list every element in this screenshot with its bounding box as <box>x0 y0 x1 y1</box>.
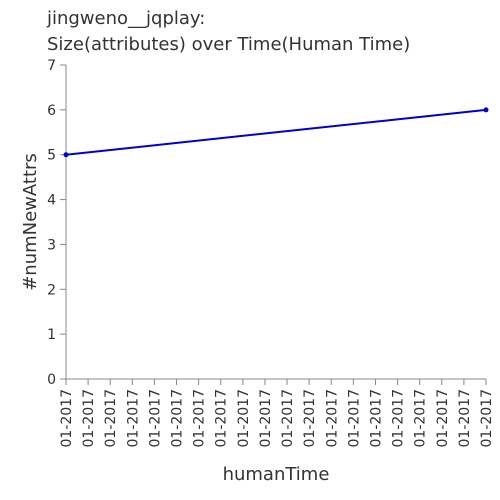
y-tick-label: 5 <box>47 148 56 164</box>
x-tick-label: 01-2017 <box>236 389 252 448</box>
y-tick-label: 1 <box>47 327 56 343</box>
x-tick-label: 01-2017 <box>479 389 495 448</box>
y-tick-label: 7 <box>47 58 56 74</box>
x-tick-label: 01-2017 <box>457 389 473 448</box>
chart-title-line-1: jingweno__jqplay: <box>46 8 205 29</box>
series-layer <box>63 107 489 158</box>
x-tick-label: 01-2017 <box>302 389 318 448</box>
x-tick-label: 01-2017 <box>103 389 119 448</box>
chart-title-line-2: Size(attributes) over Time(Human Time) <box>47 34 410 55</box>
y-axis: 0 1 2 3 4 5 6 7 <box>47 58 67 388</box>
x-tick-label: 01-2017 <box>192 389 208 448</box>
data-point <box>63 152 69 158</box>
x-tick-label: 01-2017 <box>413 389 429 448</box>
x-tick-label: 01-2017 <box>346 389 362 448</box>
x-tick-label: 01-2017 <box>280 389 296 448</box>
x-tick-label: 01-2017 <box>147 389 163 448</box>
series-line <box>65 108 487 156</box>
y-axis-label: #numNewAttrs <box>20 153 41 291</box>
y-tick-label: 4 <box>47 193 56 209</box>
x-tick-label: 01-2017 <box>125 389 141 448</box>
data-point <box>483 107 489 113</box>
x-tick-label: 01-2017 <box>59 389 75 448</box>
y-tick-label: 2 <box>47 282 56 298</box>
x-tick-label: 01-2017 <box>81 389 97 448</box>
x-axis-label: humanTime <box>223 464 330 485</box>
y-tick-label: 0 <box>47 372 56 388</box>
x-tick-label: 01-2017 <box>435 389 451 448</box>
y-tick-label: 3 <box>47 237 56 253</box>
x-axis: 01-2017 01-2017 01-2017 01-2017 01-2017 01-20… <box>59 378 495 448</box>
x-tick-label: 01-2017 <box>214 389 230 448</box>
x-tick-label: 01-2017 <box>324 389 340 448</box>
y-tick-label: 6 <box>47 103 56 119</box>
x-tick-label: 01-2017 <box>368 389 384 448</box>
x-tick-label: 01-2017 <box>391 389 407 448</box>
x-tick-label: 01-2017 <box>258 389 274 448</box>
x-tick-label: 01-2017 <box>170 389 186 448</box>
